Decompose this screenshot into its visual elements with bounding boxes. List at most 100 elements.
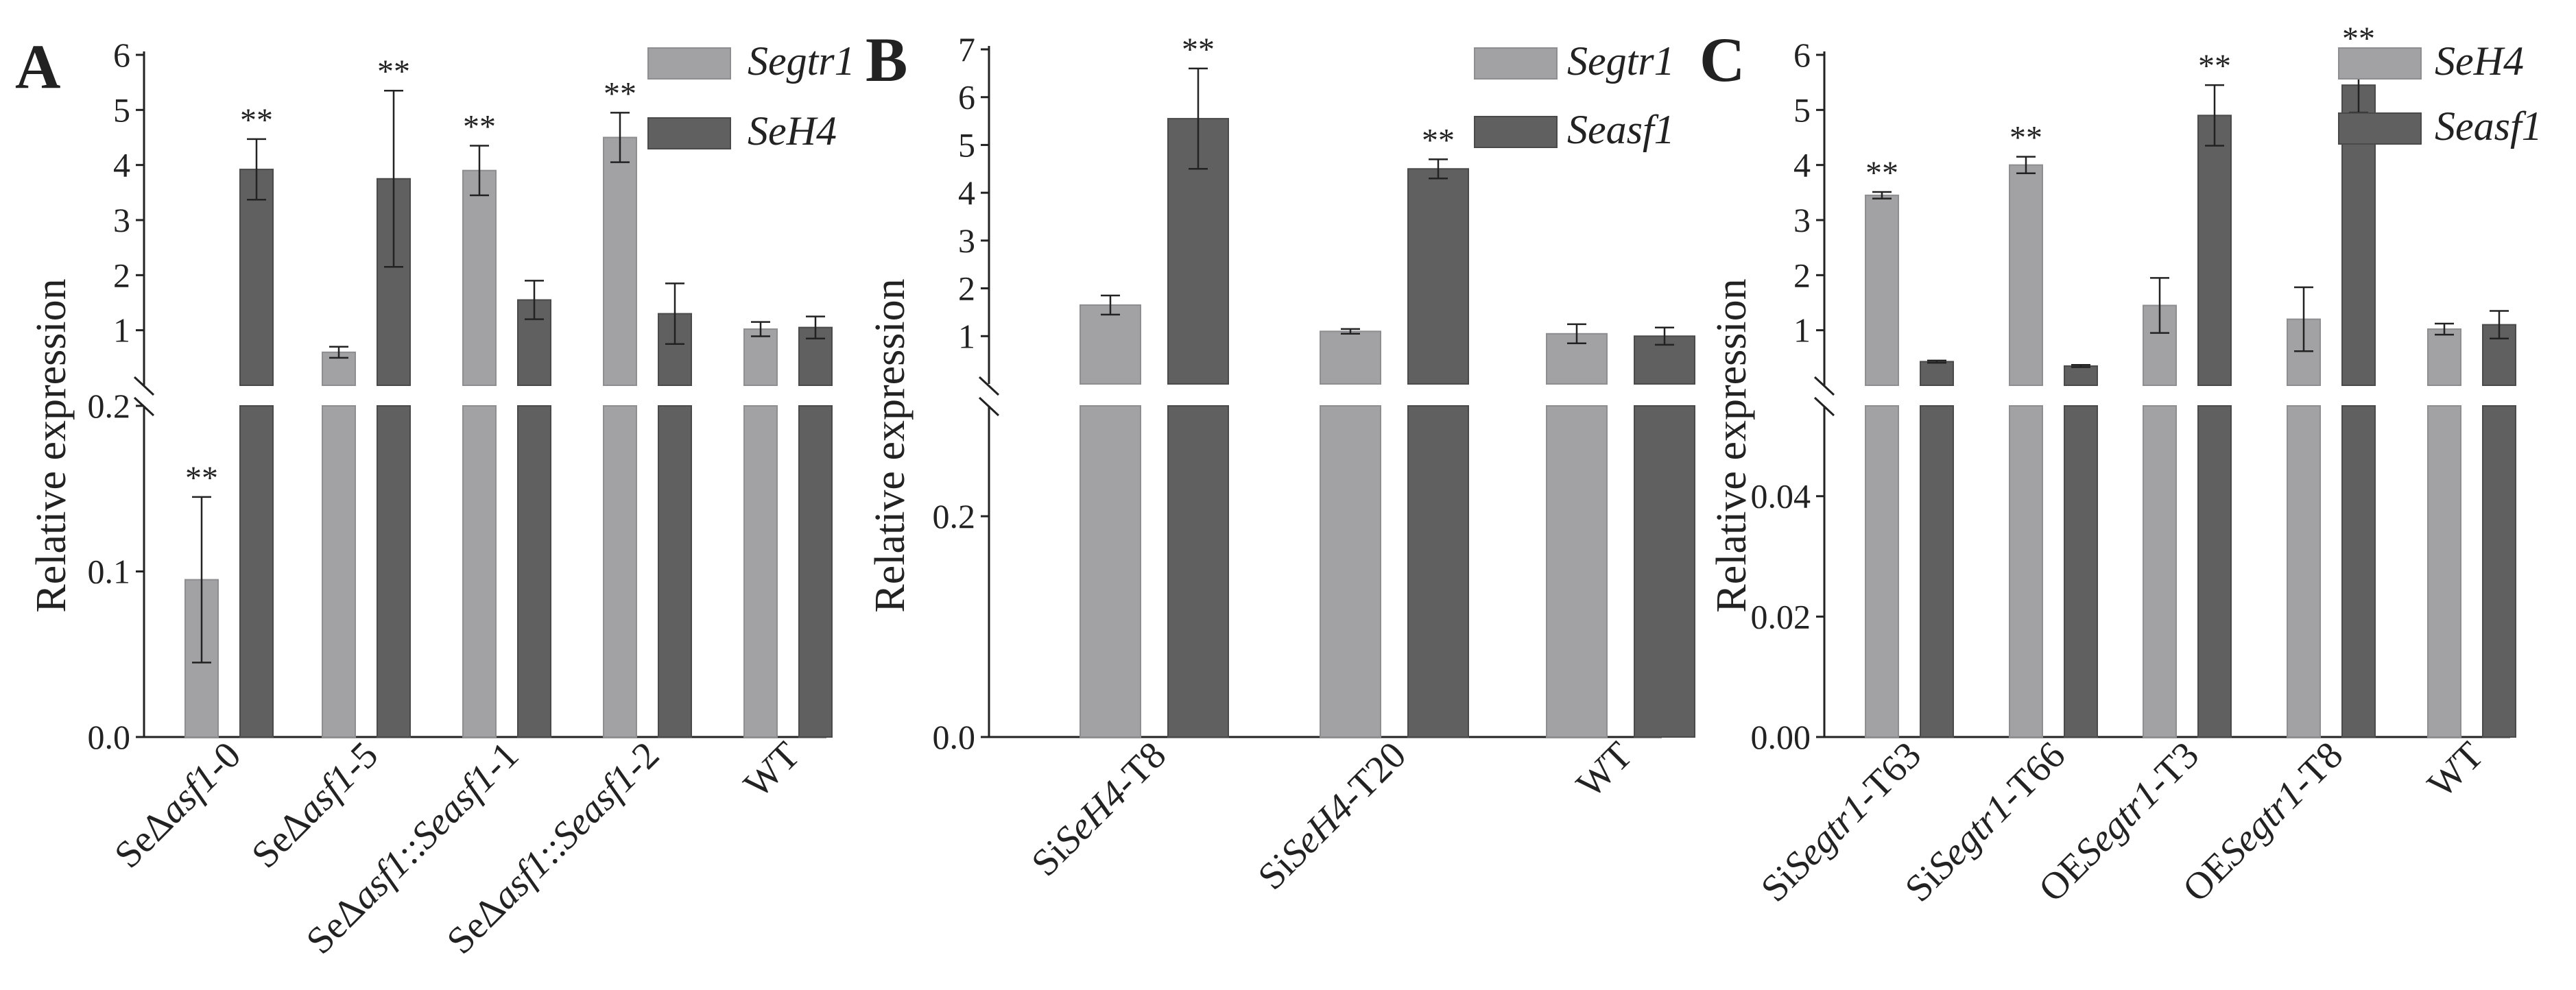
bar [1920,405,1954,738]
y-tick-label: 1 [113,311,130,350]
significance-mark: ** [604,75,636,112]
bar [1080,405,1141,738]
x-category-label: WT [1569,734,1641,806]
bar [1407,405,1469,738]
y-axis-title: Relative expression [28,278,75,612]
legend-swatch [647,47,731,80]
x-category-label: WT [736,734,808,806]
bar [2197,114,2232,386]
panel-b: B Relative expression 1 2 3 4 5 6 7 0.0 0.2 ** ** SiS… [866,25,1695,898]
significance-mark: ** [240,102,273,138]
y-tick-label: 6 [958,78,975,117]
axis-break-mark [1813,396,1835,417]
axis-break-mark [133,376,155,396]
y-tick-label: 0.02 [1751,597,1811,636]
legend-label: Seasf1 [2435,104,2542,149]
y-tick-label: 0.0 [88,718,131,756]
legend-swatch [1474,116,1558,148]
y-tick-label: 5 [113,90,130,129]
y-tick-label: 5 [1793,90,1811,129]
y-tick-label: 6 [1793,36,1811,74]
bar [2143,405,2177,738]
bar [2427,405,2461,738]
legend-label: SeH4 [748,108,837,154]
axis-break-mark [1813,376,1835,396]
y-tick-label: 5 [958,125,975,164]
legend-swatch [1474,47,1558,80]
legend-label: Segtr1 [748,38,855,84]
y-tick-label: 0.00 [1751,718,1811,756]
bar [517,405,551,738]
legend-swatch [2338,47,2422,80]
legend-swatch [647,117,731,149]
bar [2341,405,2376,738]
legend-label: Segtr1 [1567,38,1675,84]
y-tick-label: 1 [1793,311,1811,350]
y-tick-label: 4 [113,146,130,184]
bar [1865,194,1899,386]
bar [462,169,497,386]
significance-mark: ** [1422,122,1455,158]
y-tick-label: 4 [1793,146,1811,184]
significance-mark: ** [1182,32,1215,68]
bar [2287,405,2321,738]
legend-label: SeH4 [2435,38,2524,84]
y-tick-label: 3 [1793,201,1811,239]
y-tick-label: 1 [958,317,975,355]
bar [1320,405,1381,738]
bar [2482,405,2516,738]
legend-swatch [2338,112,2422,145]
bar [1407,168,1469,385]
significance-mark: ** [2198,48,2231,84]
x-category-label-part: WT [736,734,808,806]
bar [2009,164,2043,387]
y-tick-label: 0.2 [933,497,976,535]
bar [603,136,637,386]
y-tick-label: 0.0 [933,718,976,756]
bar [1320,330,1381,385]
x-category-label-part: WT [2420,734,2492,806]
x-category-label: SeΔasf1-5 [243,734,386,876]
bar [743,405,778,738]
y-tick-label: 4 [958,173,975,212]
bar [377,405,411,738]
bar [322,351,356,386]
bar [1546,405,1608,738]
bar [322,405,356,738]
y-tick-label: 2 [958,269,975,308]
bar [1865,405,1899,738]
panel-letter: C [1700,25,1745,95]
y-tick-label: 2 [1793,256,1811,294]
y-tick-label: 7 [958,30,975,69]
bar [2064,365,2098,387]
bar [658,405,692,738]
panel-letter: A [15,32,60,101]
significance-mark: ** [1865,155,1898,191]
y-tick-label: 0.2 [88,387,131,425]
bar [1920,361,1954,386]
significance-mark: ** [463,109,496,145]
x-category-label-part: WT [1569,734,1641,806]
legend-label: Seasf1 [1567,107,1675,152]
x-category-label: SiSeH4-T20 [1250,734,1415,898]
bar [1080,304,1141,385]
bar [462,405,497,738]
significance-mark: ** [185,460,218,496]
bar [743,328,778,386]
axis-break-mark [978,396,1000,417]
x-category-label: SiSeH4-T8 [1023,734,1174,884]
bar [2197,405,2232,738]
y-tick-label: 2 [113,256,130,294]
y-tick-label: 3 [958,221,975,260]
bar [2009,405,2043,738]
significance-mark: ** [377,53,410,90]
bar [1634,405,1695,738]
bar [2064,405,2098,738]
bar [798,405,833,738]
x-category-label: WT [2420,734,2492,806]
y-tick-label: 6 [113,36,130,74]
panel-letter: B [866,25,907,95]
bar [239,405,274,738]
panel-c: C Relative expression 1 2 3 4 5 6 0.00 0.02 0.04 **… [1700,21,2542,910]
